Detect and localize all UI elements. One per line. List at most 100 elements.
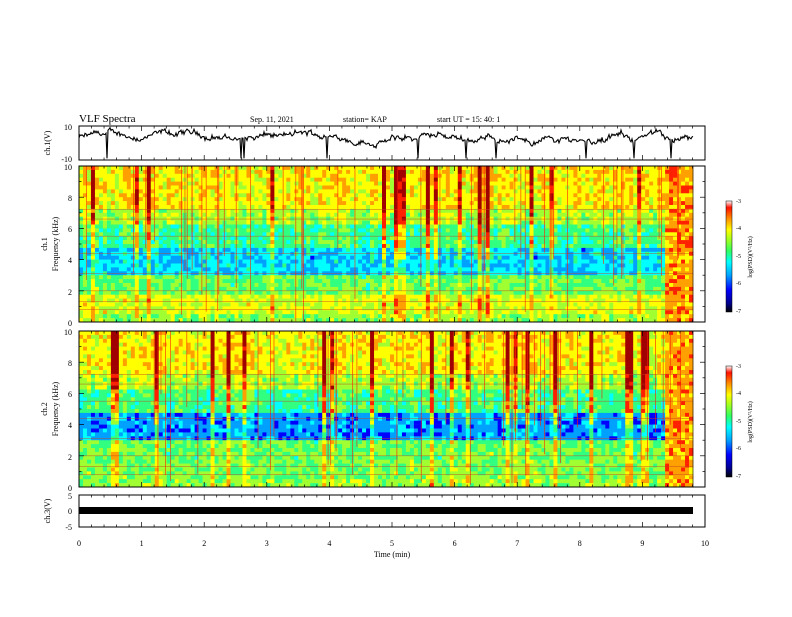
spectrogram-cell <box>521 255 526 260</box>
spectrogram-cell <box>669 267 674 272</box>
spectrogram-cell <box>194 169 199 175</box>
spectrogram-cell <box>397 181 403 186</box>
spectrogram-cell <box>665 173 670 178</box>
spectrogram-cell <box>270 177 275 182</box>
spectrogram-cell <box>469 224 475 229</box>
spectrogram-cell <box>621 205 626 210</box>
spectrogram-cell <box>553 251 558 256</box>
spectrogram-cell <box>250 259 255 264</box>
spectrogram-cell <box>370 189 375 194</box>
spectrogram-cell <box>354 247 359 253</box>
spectrogram-cell <box>79 259 84 264</box>
spectrogram-cell <box>198 228 203 233</box>
spectrogram-cell <box>110 181 116 186</box>
spectrogram-cell <box>110 197 116 202</box>
spectrogram-cell <box>202 251 207 256</box>
spectrogram-cell <box>577 240 582 245</box>
spectrogram-cell <box>613 189 618 194</box>
spectrogram-cell <box>166 201 171 206</box>
spectrogram-cell <box>477 189 482 194</box>
ch1-waveform-line <box>79 126 694 159</box>
spectrogram-cell <box>665 177 670 182</box>
spectrogram-cell <box>306 185 311 190</box>
spectrogram-cell <box>573 224 578 229</box>
spectrogram-cell <box>641 189 646 194</box>
spectrogram-cell <box>449 267 455 272</box>
spectrogram-cell <box>302 267 307 272</box>
spectrogram-cell <box>553 244 558 249</box>
spectrogram-cell <box>581 189 586 194</box>
spectrogram-cell <box>270 169 275 175</box>
spectrogram-cell <box>262 177 267 182</box>
spectrogram-cell <box>473 181 478 186</box>
spectrogram-cell <box>477 283 482 288</box>
spectrogram-cell <box>393 228 399 233</box>
spectrogram-cell <box>477 244 482 249</box>
spectrogram-cell <box>593 279 598 284</box>
spectrogram-cell <box>665 169 670 175</box>
spectrogram-cell <box>549 208 554 214</box>
spectrogram-cell <box>154 290 160 295</box>
spectrogram-cell <box>413 193 419 198</box>
spectrogram-cell <box>421 279 427 284</box>
spectrogram-cell <box>469 236 475 241</box>
spectrogram-cell <box>222 275 227 280</box>
spectrogram-cell <box>130 169 136 175</box>
spectrogram-cell <box>178 197 183 202</box>
spectrogram-cell <box>497 267 502 272</box>
spectrogram-cell <box>386 173 391 178</box>
spectrogram-cell <box>681 263 686 268</box>
spectrogram-cell <box>685 189 690 194</box>
spectrogram-cell <box>186 173 191 178</box>
spectrogram-cell <box>86 267 92 272</box>
spectrogram-cell <box>393 251 399 256</box>
spectrogram-cell <box>378 166 383 171</box>
spectrogram-cell <box>318 236 323 241</box>
spectrogram-cell <box>601 283 606 288</box>
spectrogram-cell <box>557 279 562 284</box>
spectrogram-cell <box>673 251 678 256</box>
spectrogram-cell <box>314 193 319 198</box>
spectrogram-cell <box>609 189 614 194</box>
spectrogram-cell <box>274 177 279 182</box>
spectrogram-cell <box>262 244 267 249</box>
spectrogram-cell <box>86 275 92 280</box>
spectrogram-cell <box>397 228 403 233</box>
spectrogram-cell <box>569 283 574 288</box>
spectrogram-cell <box>521 259 526 264</box>
spectrogram-cell <box>473 205 478 210</box>
spectrogram-cell <box>593 236 598 241</box>
spectrogram-cell <box>433 232 439 237</box>
spectrogram-cell <box>649 240 654 245</box>
spectrogram-cell <box>186 236 191 241</box>
spectrogram-cell <box>82 173 88 178</box>
spectrogram-cell <box>314 189 319 194</box>
spectrogram-cell <box>597 212 602 217</box>
spectrogram-cell <box>370 185 375 190</box>
spectrogram-cell <box>617 181 622 186</box>
spectrogram-cell <box>326 224 331 229</box>
spectrogram-cell <box>481 201 486 206</box>
spectrogram-cell <box>497 169 502 175</box>
spectrogram-cell <box>685 263 690 268</box>
spectrogram-cell <box>637 236 642 241</box>
spectrogram-cell <box>94 177 100 182</box>
spectrogram-cell <box>453 240 459 245</box>
spectrogram-cell <box>278 201 283 206</box>
spectrogram-cell <box>310 212 315 217</box>
spectrogram-cell <box>138 283 144 288</box>
spectrogram-cell <box>378 286 383 292</box>
spectrogram-cell <box>286 263 291 268</box>
spectrogram-cell <box>489 181 494 186</box>
spectrogram-cell <box>294 189 299 194</box>
spectrogram-cell <box>669 240 674 245</box>
spectrogram-cell <box>378 279 383 284</box>
spectrogram-cell <box>401 283 407 288</box>
spectrogram-cell <box>334 201 339 206</box>
spectrogram-cell <box>497 251 502 256</box>
spectrogram-cell <box>673 177 678 182</box>
spectrogram-cell <box>465 208 471 214</box>
spectrogram-cell <box>469 255 475 260</box>
spectrogram-cell <box>106 240 112 245</box>
spectrogram-cell <box>226 240 231 245</box>
